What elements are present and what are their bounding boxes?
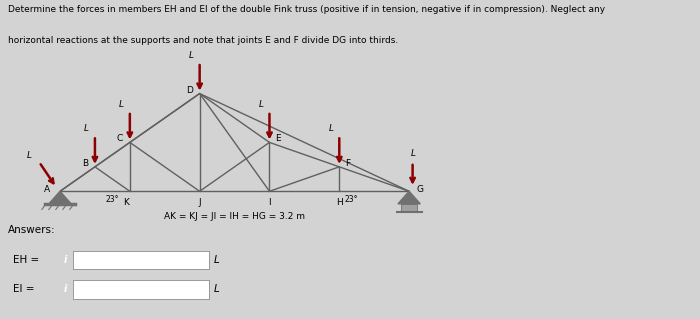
Text: EH =: EH = [13,255,39,265]
Text: El =: El = [13,284,34,294]
Text: 23°: 23° [345,195,358,204]
Text: L: L [214,255,219,265]
Text: L: L [189,51,194,60]
Text: Answers:: Answers: [8,225,56,235]
Text: i: i [64,255,66,265]
Text: I: I [268,198,271,207]
Text: B: B [82,159,88,168]
Text: L: L [84,124,89,133]
Text: horizontal reactions at the supports and note that joints E and F divide DG into: horizontal reactions at the supports and… [8,36,399,45]
Text: C: C [117,134,123,144]
Text: K: K [123,198,130,207]
Text: J: J [198,198,201,207]
Text: L: L [119,100,124,109]
FancyBboxPatch shape [400,204,417,211]
Text: i: i [64,284,66,294]
Text: D: D [186,85,193,94]
Polygon shape [398,191,420,204]
Text: L: L [258,100,264,109]
Text: L: L [214,284,219,294]
Text: L: L [328,124,333,133]
Text: Determine the forces in members EH and El of the double Fink truss (positive if : Determine the forces in members EH and E… [8,5,606,14]
Text: L: L [27,151,31,160]
Text: G: G [416,185,423,194]
Text: A: A [44,185,50,194]
Text: F: F [345,159,350,168]
Text: 23°: 23° [106,195,119,204]
Polygon shape [49,191,71,204]
Text: AK = KJ = JI = IH = HG = 3.2 m: AK = KJ = JI = IH = HG = 3.2 m [164,212,305,221]
Text: L: L [411,149,416,158]
Text: H: H [336,198,343,207]
Text: E: E [275,134,281,144]
